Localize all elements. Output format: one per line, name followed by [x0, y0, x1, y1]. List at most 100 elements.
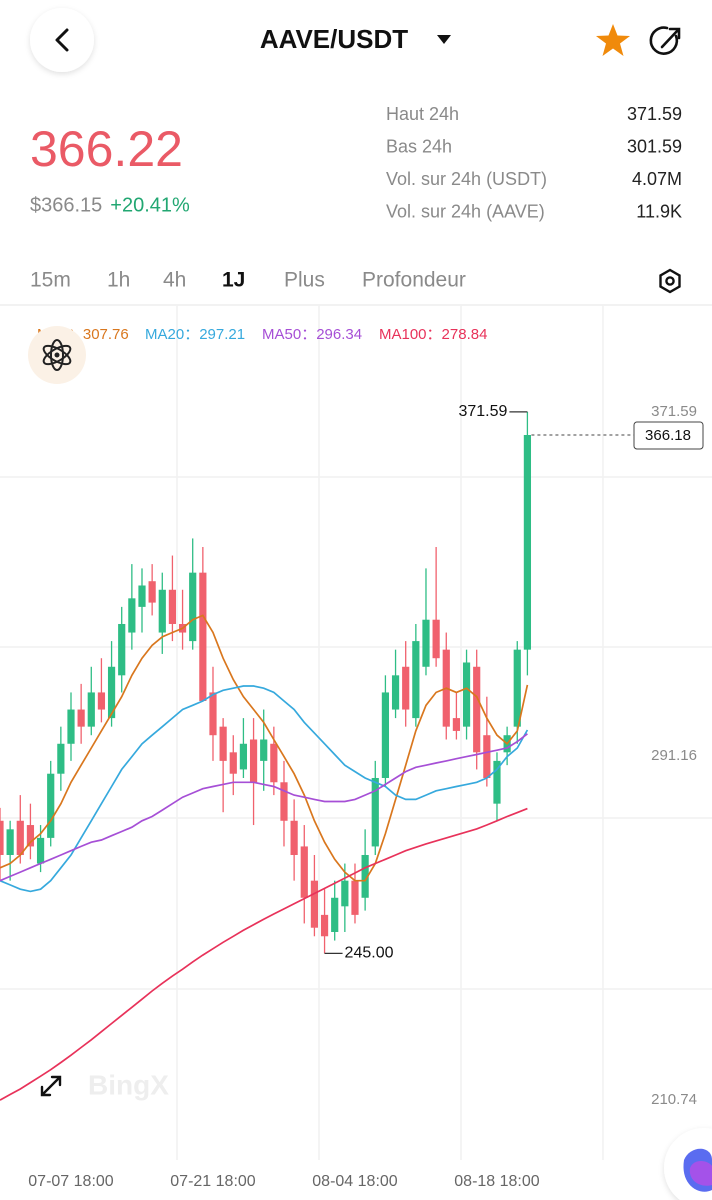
indicator-button[interactable] — [28, 326, 86, 384]
stat-label: Bas 24h — [386, 136, 452, 156]
candle-body — [67, 709, 75, 744]
stat-value: 4.07M — [632, 169, 682, 189]
legend-value: 296.34 — [316, 326, 362, 343]
candle-body — [97, 692, 106, 710]
candle-body — [513, 649, 521, 727]
assistant-button[interactable] — [664, 1128, 712, 1200]
candle-body — [47, 773, 55, 838]
candle-body — [432, 619, 440, 659]
ma-lines — [0, 614, 529, 1101]
candle-body — [118, 623, 126, 676]
candle-body — [310, 880, 319, 928]
candle-body — [16, 820, 24, 855]
candle-body — [138, 585, 146, 607]
candle-body — [107, 666, 116, 719]
x-tick-label: 07-07 18:00 — [28, 1173, 114, 1190]
legend-name: MA50 — [262, 326, 301, 343]
legend-name: MA100 — [379, 326, 427, 343]
ma-line — [0, 807, 528, 1101]
high-label: 371.59 — [458, 403, 507, 420]
candle-body — [493, 760, 501, 804]
candle-body — [0, 820, 4, 855]
stat-value: 371.59 — [627, 104, 682, 124]
candle-body — [229, 752, 237, 774]
chart-settings[interactable] — [659, 268, 681, 294]
candle-body — [523, 434, 532, 650]
candle-body — [189, 572, 197, 642]
candle-body — [239, 743, 248, 770]
timeframe-tab[interactable]: 4h — [163, 269, 186, 292]
y-tick-label: 210.74 — [651, 1091, 697, 1108]
timeframe-tabs: 15m 1h 4h 1J Plus Profondeur — [30, 269, 466, 292]
candles — [0, 411, 532, 954]
legend-value: 297.21 — [199, 326, 245, 343]
candle-body — [371, 777, 379, 847]
candle-body — [361, 854, 369, 898]
candle-body — [402, 666, 410, 710]
last-price-label: 366.18 — [645, 427, 691, 444]
candle-body — [219, 726, 227, 761]
legend-value: 278.84 — [442, 326, 488, 343]
candle-body — [320, 914, 329, 937]
favorite-star[interactable] — [596, 24, 630, 56]
candle-body — [422, 619, 430, 667]
candle-body — [270, 743, 278, 783]
pair-title[interactable]: AAVE/USDT — [260, 24, 408, 54]
candle-body — [158, 589, 166, 633]
candle-body — [26, 825, 35, 847]
grid — [0, 305, 712, 1160]
ma-legend: MA7：307.76MA20：297.21MA50：296.34MA100：27… — [37, 326, 487, 343]
x-tick-label: 07-21 18:00 — [170, 1173, 256, 1190]
candle-body — [260, 739, 268, 761]
pair-dropdown[interactable] — [437, 35, 451, 44]
timeframe-tab[interactable]: 1h — [107, 269, 130, 292]
stat-value: 11.9K — [636, 201, 682, 221]
candle-body — [148, 581, 156, 603]
candle-body — [300, 846, 308, 898]
candle-body — [381, 692, 390, 778]
candle-body — [331, 897, 339, 932]
candle-body — [168, 589, 177, 624]
stat-label: Vol. sur 24h (AAVE) — [386, 201, 545, 221]
last-price: 366.22 — [30, 121, 183, 177]
share-button[interactable] — [649, 26, 681, 55]
last-price-box — [633, 421, 704, 450]
stat-label: Vol. sur 24h (USDT) — [386, 169, 547, 189]
annotations: 371.59 245.00 366.18 — [324, 403, 704, 962]
candle-body — [341, 880, 349, 907]
x-axis: 371.59 291.16 210.74 07-07 18:00 07-21 18:00… — [28, 403, 697, 1190]
stat-label: Haut 24h — [386, 104, 459, 124]
candle-body — [209, 692, 217, 736]
stats: Haut 24h 371.59 Bas 24h 301.59 Vol. sur 24h … — [386, 104, 682, 222]
expand-button[interactable] — [40, 1075, 62, 1097]
timeframe-tab[interactable]: 1J — [222, 269, 245, 292]
legend-separator: ： — [301, 326, 316, 343]
watermark: BingX — [88, 1069, 169, 1100]
x-tick-label: 08-04 18:00 — [312, 1173, 398, 1190]
ma-line — [0, 685, 529, 893]
candle-body — [87, 692, 95, 727]
legend-separator: ： — [184, 326, 199, 343]
candle-body — [57, 743, 65, 774]
x-tick-label: 08-18 18:00 — [454, 1173, 540, 1190]
candle-body — [483, 735, 491, 778]
candle-body — [128, 598, 136, 633]
candle-body — [77, 709, 85, 727]
candle-body — [280, 782, 288, 821]
candle-body — [249, 739, 258, 783]
timeframe-tab[interactable]: Plus — [284, 269, 325, 292]
candle-body — [473, 666, 481, 753]
stat-value: 301.59 — [627, 136, 682, 156]
candle-body — [199, 572, 207, 701]
candle-body — [6, 829, 14, 855]
legend-name: MA20 — [145, 326, 184, 343]
y-tick-label: 291.16 — [651, 747, 697, 764]
ma-line — [0, 733, 528, 882]
back-button[interactable] — [30, 8, 94, 72]
timeframe-tab[interactable]: 15m — [30, 269, 71, 292]
usd-price: $366.15 — [30, 194, 102, 216]
candle-body — [36, 837, 45, 864]
timeframe-tab[interactable]: Profondeur — [362, 269, 466, 292]
